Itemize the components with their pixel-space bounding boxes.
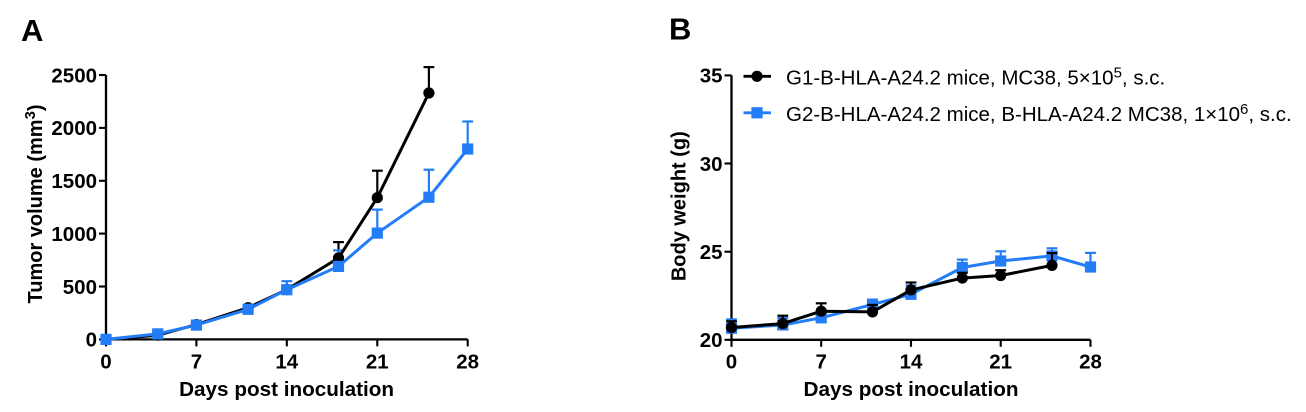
svg-text:500: 500 <box>63 276 97 299</box>
svg-text:28: 28 <box>456 350 479 373</box>
svg-text:0: 0 <box>726 350 737 373</box>
svg-text:21: 21 <box>366 350 389 373</box>
svg-text:B: B <box>669 12 691 47</box>
svg-text:21: 21 <box>989 350 1012 373</box>
svg-text:0: 0 <box>86 329 97 352</box>
svg-text:0: 0 <box>100 350 111 373</box>
svg-text:35: 35 <box>700 65 723 88</box>
svg-text:25: 25 <box>700 241 723 264</box>
svg-text:7: 7 <box>191 350 202 373</box>
svg-text:G2-B-HLA-A24.2 mice, B-HLA-A24: G2-B-HLA-A24.2 mice, B-HLA-A24.2 MC38, 1… <box>786 101 1292 126</box>
svg-text:G1-B-HLA-A24.2 mice, MC38, 5×1: G1-B-HLA-A24.2 mice, MC38, 5×105, s.c. <box>786 65 1165 90</box>
svg-text:Body weight (g): Body weight (g) <box>669 131 691 281</box>
svg-text:Days post inoculation: Days post inoculation <box>179 378 394 401</box>
svg-text:A: A <box>21 13 43 48</box>
svg-text:20: 20 <box>700 329 723 352</box>
svg-text:14: 14 <box>900 350 923 373</box>
svg-text:1000: 1000 <box>51 223 97 246</box>
svg-text:2000: 2000 <box>51 117 97 140</box>
svg-text:Tumor volume (mm3): Tumor volume (mm3) <box>23 105 47 304</box>
svg-text:30: 30 <box>700 153 723 176</box>
svg-text:1500: 1500 <box>51 170 97 193</box>
svg-text:14: 14 <box>275 350 298 373</box>
svg-text:Days post inoculation: Days post inoculation <box>804 378 1019 401</box>
svg-text:28: 28 <box>1079 350 1102 373</box>
svg-text:7: 7 <box>815 350 826 373</box>
svg-text:2500: 2500 <box>51 64 97 87</box>
